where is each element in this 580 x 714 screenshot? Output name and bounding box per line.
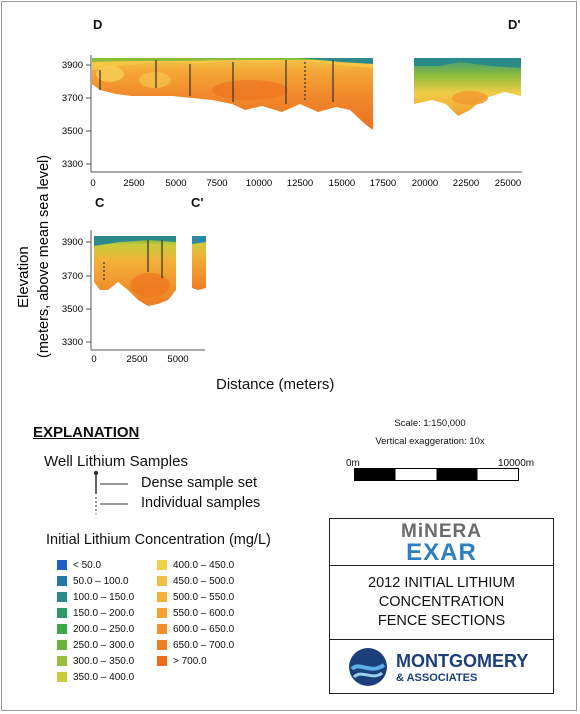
legend-swatch xyxy=(57,656,67,667)
y-axis-subtitle: (meters, above mean sea level) xyxy=(36,155,52,358)
top-xtick-12500: 12500 xyxy=(287,178,313,189)
minera-exar-logo-box: MiNERA EXAR xyxy=(329,518,554,566)
legend-swatch xyxy=(57,592,67,603)
title-line-1: 2012 INITIAL LITHIUM xyxy=(368,575,515,591)
legend-swatch xyxy=(157,656,167,667)
legend-item: 400.0 – 450.0 xyxy=(157,560,234,572)
top-xtick-25000: 25000 xyxy=(495,178,521,189)
bottom-well-lines xyxy=(103,240,163,282)
legend-swatch xyxy=(157,640,167,651)
bottom-ytick-3900: 3900 xyxy=(62,237,83,248)
minera-logo-text: MiNERA xyxy=(401,521,482,542)
top-section-axes: 3900 3700 3500 3300 0 2500 5000 7500 100… xyxy=(62,55,522,189)
legend-item: 350.0 – 400.0 xyxy=(57,672,134,684)
legend-item: 150.0 – 200.0 xyxy=(57,608,134,620)
legend-item: 650.0 – 700.0 xyxy=(157,640,234,652)
title-line-2: CONCENTRATION xyxy=(378,594,505,610)
legend-item: 200.0 – 250.0 xyxy=(57,624,134,636)
top-xtick-17500: 17500 xyxy=(370,178,396,189)
scale-start-label: 0m xyxy=(346,458,360,469)
legend-swatch xyxy=(157,608,167,619)
bottom-ytick-3300: 3300 xyxy=(62,337,83,348)
legend-swatch xyxy=(57,560,67,571)
scale-text: Scale: 1:150,000 xyxy=(394,418,466,429)
bottom-xtick-0: 0 xyxy=(91,354,96,365)
section-label-c-prime: C' xyxy=(191,195,204,210)
legend-swatch xyxy=(157,624,167,635)
title-lines: 2012 INITIAL LITHIUM CONCENTRATION FENCE… xyxy=(330,574,553,631)
section-label-d: D xyxy=(93,17,103,32)
bottom-ytick-3500: 3500 xyxy=(62,304,83,315)
x-axis-title: Distance (meters) xyxy=(216,376,335,393)
section-label-d-prime: D' xyxy=(508,17,521,32)
explanation-title: EXPLANATION xyxy=(33,424,140,441)
montgomery-logo-box: MONTGOMERY & ASSOCIATES xyxy=(329,639,554,694)
scale-end-label: 10000m xyxy=(498,458,535,469)
top-xtick-20000: 20000 xyxy=(412,178,438,189)
legend-item: 450.0 – 500.0 xyxy=(157,576,234,588)
montgomery-wave-icon xyxy=(349,648,387,686)
legend-item: 50.0 – 100.0 xyxy=(57,576,129,588)
legend-swatch xyxy=(157,576,167,587)
legend-swatch xyxy=(57,576,67,587)
legend-item: 550.0 – 600.0 xyxy=(157,608,234,620)
title-line-3: FENCE SECTIONS xyxy=(377,613,506,629)
bottom-xtick-2500: 2500 xyxy=(126,354,147,365)
bottom-section-axes: 3900 3700 3500 3300 0 2500 5000 xyxy=(62,230,205,365)
legend-item: > 700.0 xyxy=(157,656,207,668)
legend-swatch xyxy=(57,624,67,635)
individual-samples-label: Individual samples xyxy=(141,495,261,511)
vertical-exaggeration: Vertical exaggeration: 10x xyxy=(375,436,485,447)
top-xtick-7500: 7500 xyxy=(206,178,227,189)
legend-swatch xyxy=(57,608,67,619)
top-xtick-15000: 15000 xyxy=(329,178,355,189)
montgomery-company-name: MONTGOMERY xyxy=(396,651,529,671)
scale-bar xyxy=(354,468,519,481)
top-ytick-3300: 3300 xyxy=(62,159,83,170)
top-ytick-3900: 3900 xyxy=(62,60,83,71)
concentration-legend-title: Initial Lithium Concentration (mg/L) xyxy=(46,532,271,548)
top-xtick-10000: 10000 xyxy=(246,178,272,189)
section-c-polygon xyxy=(94,236,176,306)
bottom-xtick-5000: 5000 xyxy=(167,354,188,365)
well-samples-title: Well Lithium Samples xyxy=(44,453,188,470)
dense-sample-label: Dense sample set xyxy=(141,475,258,491)
legend-item: 250.0 – 300.0 xyxy=(57,640,134,652)
legend-item: 500.0 – 550.0 xyxy=(157,592,234,604)
top-xtick-0: 0 xyxy=(90,178,95,189)
section-d-right-polygon xyxy=(414,58,521,116)
legend-item: 600.0 – 650.0 xyxy=(157,624,234,636)
legend-swatch xyxy=(57,640,67,651)
legend-swatch xyxy=(157,592,167,603)
top-xtick-2500: 2500 xyxy=(123,178,144,189)
exar-logo-text: EXAR xyxy=(406,539,477,566)
top-ytick-3500: 3500 xyxy=(62,126,83,137)
well-sample-symbols xyxy=(93,470,128,514)
top-xtick-5000: 5000 xyxy=(165,178,186,189)
bottom-ytick-3700: 3700 xyxy=(62,271,83,282)
top-well-lines xyxy=(99,60,334,104)
title-box: 2012 INITIAL LITHIUM CONCENTRATION FENCE… xyxy=(329,565,554,640)
legend-swatch xyxy=(157,560,167,571)
y-axis-title: Elevation xyxy=(15,246,32,308)
section-c-prime-polygon xyxy=(192,236,206,290)
legend-swatch xyxy=(57,672,67,683)
top-ytick-3700: 3700 xyxy=(62,93,83,104)
legend-item: < 50.0 xyxy=(57,560,101,572)
section-label-c: C xyxy=(95,195,105,210)
legend-item: 100.0 – 150.0 xyxy=(57,592,134,604)
top-xtick-22500: 22500 xyxy=(453,178,479,189)
legend-item: 300.0 – 350.0 xyxy=(57,656,134,668)
montgomery-company-sub: & ASSOCIATES xyxy=(396,672,478,684)
